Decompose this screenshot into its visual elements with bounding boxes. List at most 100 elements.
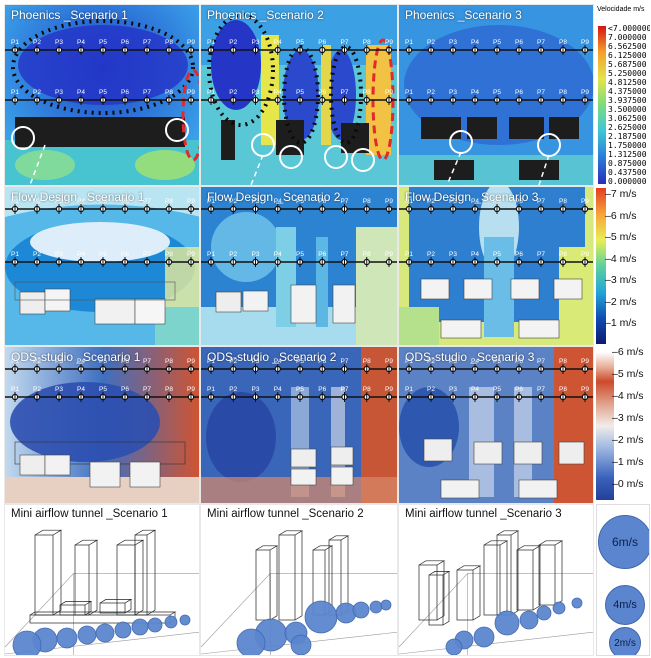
probe-point-label: P2 (229, 386, 237, 393)
legend-colorbar (598, 26, 606, 184)
probe-point-label: P1 (405, 39, 413, 46)
odsstudio-scenario-3-panel: P1 P2 P3 P4 P5 P6 P7 P8 P9 P1 P2 P3 P4 P5 P6 P7 P8 P9 ODS… (398, 346, 594, 504)
velocity-bubble (494, 610, 520, 636)
phoenics-scenario-3-plot: P1 P2 P3 P4 P5 P6 P7 P8 P9 P1 P2 P3 P4 P5 P6 P7 P8 P9 (399, 5, 593, 185)
probe-point-label: P5 (296, 198, 304, 205)
legend-label: 3.500000 (608, 105, 647, 114)
probe-point-label: P1 (11, 198, 19, 205)
probe-point-label: P6 (121, 251, 129, 258)
probe-point-label: P2 (229, 251, 237, 258)
flowdesign-scenario-1-panel: P1 P2 P3 P4 P5 P6 P7 P8 P9 P1 P2 P3 P4 P5 P6 P7 P8 P9 Flo… (4, 186, 200, 346)
probe-point-label: P1 (11, 386, 19, 393)
probe-point-label: P5 (296, 358, 304, 365)
probe-point-label: P2 (33, 39, 41, 46)
legend-label: –0 m/s (612, 478, 644, 490)
probe-point-label: P9 (581, 89, 589, 96)
probe-point-label: P8 (165, 198, 173, 205)
legend-label: –4 m/s (605, 252, 637, 265)
legend-label: –7 m/s (605, 188, 637, 200)
probe-point-label: P7 (341, 251, 349, 258)
probe-point-label: P7 (341, 386, 349, 393)
velocity-bubble (164, 615, 178, 629)
building-wireframe (74, 539, 99, 616)
flowdesign-scenario-3-panel: P1 P2 P3 P4 P5 P6 P7 P8 P9 P1 P2 P3 P4 P5 P6 P7 P8 P9 Flo… (398, 186, 594, 346)
odsstudio-scenario-1-plot: P1 P2 P3 P4 P5 P6 P7 P8 P9 P1 P2 P3 P4 P5 P6 P7 P8 P9 (5, 347, 199, 503)
probe-point-label: P6 (318, 198, 326, 205)
probe-point-label: P7 (143, 386, 151, 393)
probe-point-label: P4 (77, 386, 85, 393)
probe-point-label: P4 (274, 251, 282, 258)
probe-point-label: P6 (318, 358, 326, 365)
probe-point-label: P4 (274, 198, 282, 205)
legend-label: –1 m/s (612, 456, 644, 468)
probe-point-label: P3 (449, 386, 457, 393)
building-wireframe (116, 539, 145, 616)
legend-colorbar (596, 352, 614, 500)
legend-label: 6.562500 (608, 42, 647, 51)
probe-point-label: P4 (471, 198, 479, 205)
legend-label: 1.312500 (608, 150, 647, 159)
probe-point-label: P3 (449, 89, 457, 96)
probe-point-label: P1 (405, 386, 413, 393)
building-wireframe (418, 560, 446, 621)
probe-point-label: P3 (449, 39, 457, 46)
probe-point-label: P2 (33, 198, 41, 205)
probe-point-label: P8 (559, 251, 567, 258)
odsstudio-scenario-1-panel: P1 P2 P3 P4 P5 P6 P7 P8 P9 P1 P2 P3 P4 P5 P6 P7 P8 P9 ODS… (4, 346, 200, 504)
legend-label: 6.125000 (608, 51, 647, 60)
velocity-bubble (352, 601, 370, 619)
odsstudio-scenario-2-plot: P1 P2 P3 P4 P5 P6 P7 P8 P9 P1 P2 P3 P4 P5 P6 P7 P8 P9 (201, 347, 397, 503)
probe-point-label: P9 (187, 386, 195, 393)
probe-point-label: P1 (207, 358, 215, 365)
probe-point-label: P5 (296, 386, 304, 393)
velocity-bubble (335, 602, 357, 624)
probe-point-label: P4 (471, 89, 479, 96)
building-wireframe (34, 529, 63, 616)
probe-point-label: P8 (559, 89, 567, 96)
legend-label: –3 m/s (612, 412, 644, 424)
velocity-bubble (12, 630, 42, 655)
building-wireframe (516, 545, 542, 611)
probe-point-label: P6 (121, 198, 129, 205)
probe-point-label: P9 (581, 39, 589, 46)
probe-point-label: P6 (515, 89, 523, 96)
probe-point-label: P6 (121, 386, 129, 393)
probe-point-label: P1 (11, 358, 19, 365)
legend-title: Velocidade m/s (597, 6, 645, 13)
velocity-bubble (536, 605, 552, 621)
tunnel-scenario-3-plot (399, 530, 593, 655)
building-wireframe (278, 530, 304, 621)
probe-point-label: P6 (121, 89, 129, 96)
velocity-bubble (95, 623, 115, 643)
tunnel-scenario-2-plot (201, 530, 397, 655)
probe-point-label: P9 (187, 89, 195, 96)
probe-point-label: P8 (363, 386, 371, 393)
velocity-bubble (56, 627, 78, 649)
probe-point-label: P3 (55, 386, 63, 393)
probe-point-label: P9 (187, 358, 195, 365)
probe-point-label: P9 (385, 89, 393, 96)
flowdesign-scenario-3-plot: P1 P2 P3 P4 P5 P6 P7 P8 P9 P1 P2 P3 P4 P5 P6 P7 P8 P9 (399, 187, 593, 345)
probe-point-label: P3 (55, 39, 63, 46)
probe-point-label: P8 (559, 198, 567, 205)
probe-point-label: P3 (252, 89, 260, 96)
legend-bubble-medium: 4m/s (605, 585, 645, 625)
flowdesign-scenario-2-panel: P1 P2 P3 P4 P5 P6 P7 P8 P9 P1 P2 P3 P4 P5 P6 P7 P8 P9 Flo… (200, 186, 398, 346)
probe-point-label: P2 (427, 198, 435, 205)
legend-label: 7.000000 (608, 33, 647, 42)
probe-point-label: P6 (318, 39, 326, 46)
probe-point-label: P4 (77, 39, 85, 46)
phoenics-scenario-1-panel: P1 P2 P3 P4 P5 P6 P7 P8 P9 P1 P2 P3 P4 P5 P6 P7 P8 P9 Pho… (4, 4, 200, 186)
velocity-bubble (473, 626, 495, 648)
probe-point-label: P3 (55, 198, 63, 205)
probe-point-label: P7 (537, 198, 545, 205)
tunnel-scenario-1-panel: Mini airflow tunnel _Scenario 1 (4, 504, 200, 656)
phoenics-scenario-2-panel: P1 P2 P3 P4 P5 P6 P7 P8 P9 P1 P2 P3 P4 P5 P6 P7 P8 P9 Pho… (200, 4, 398, 186)
probe-point-label: P3 (55, 89, 63, 96)
probe-point-label: P9 (385, 251, 393, 258)
probe-point-label: P2 (229, 89, 237, 96)
panel-title: Flow Design _Scenario 1 (11, 190, 145, 204)
flowdesign-scenario-2-plot: P1 P2 P3 P4 P5 P6 P7 P8 P9 P1 P2 P3 P4 P5 P6 P7 P8 P9 (201, 187, 397, 345)
probe-point-label: P5 (493, 251, 501, 258)
panel-title: Phoenics _Scenario 2 (207, 8, 324, 22)
